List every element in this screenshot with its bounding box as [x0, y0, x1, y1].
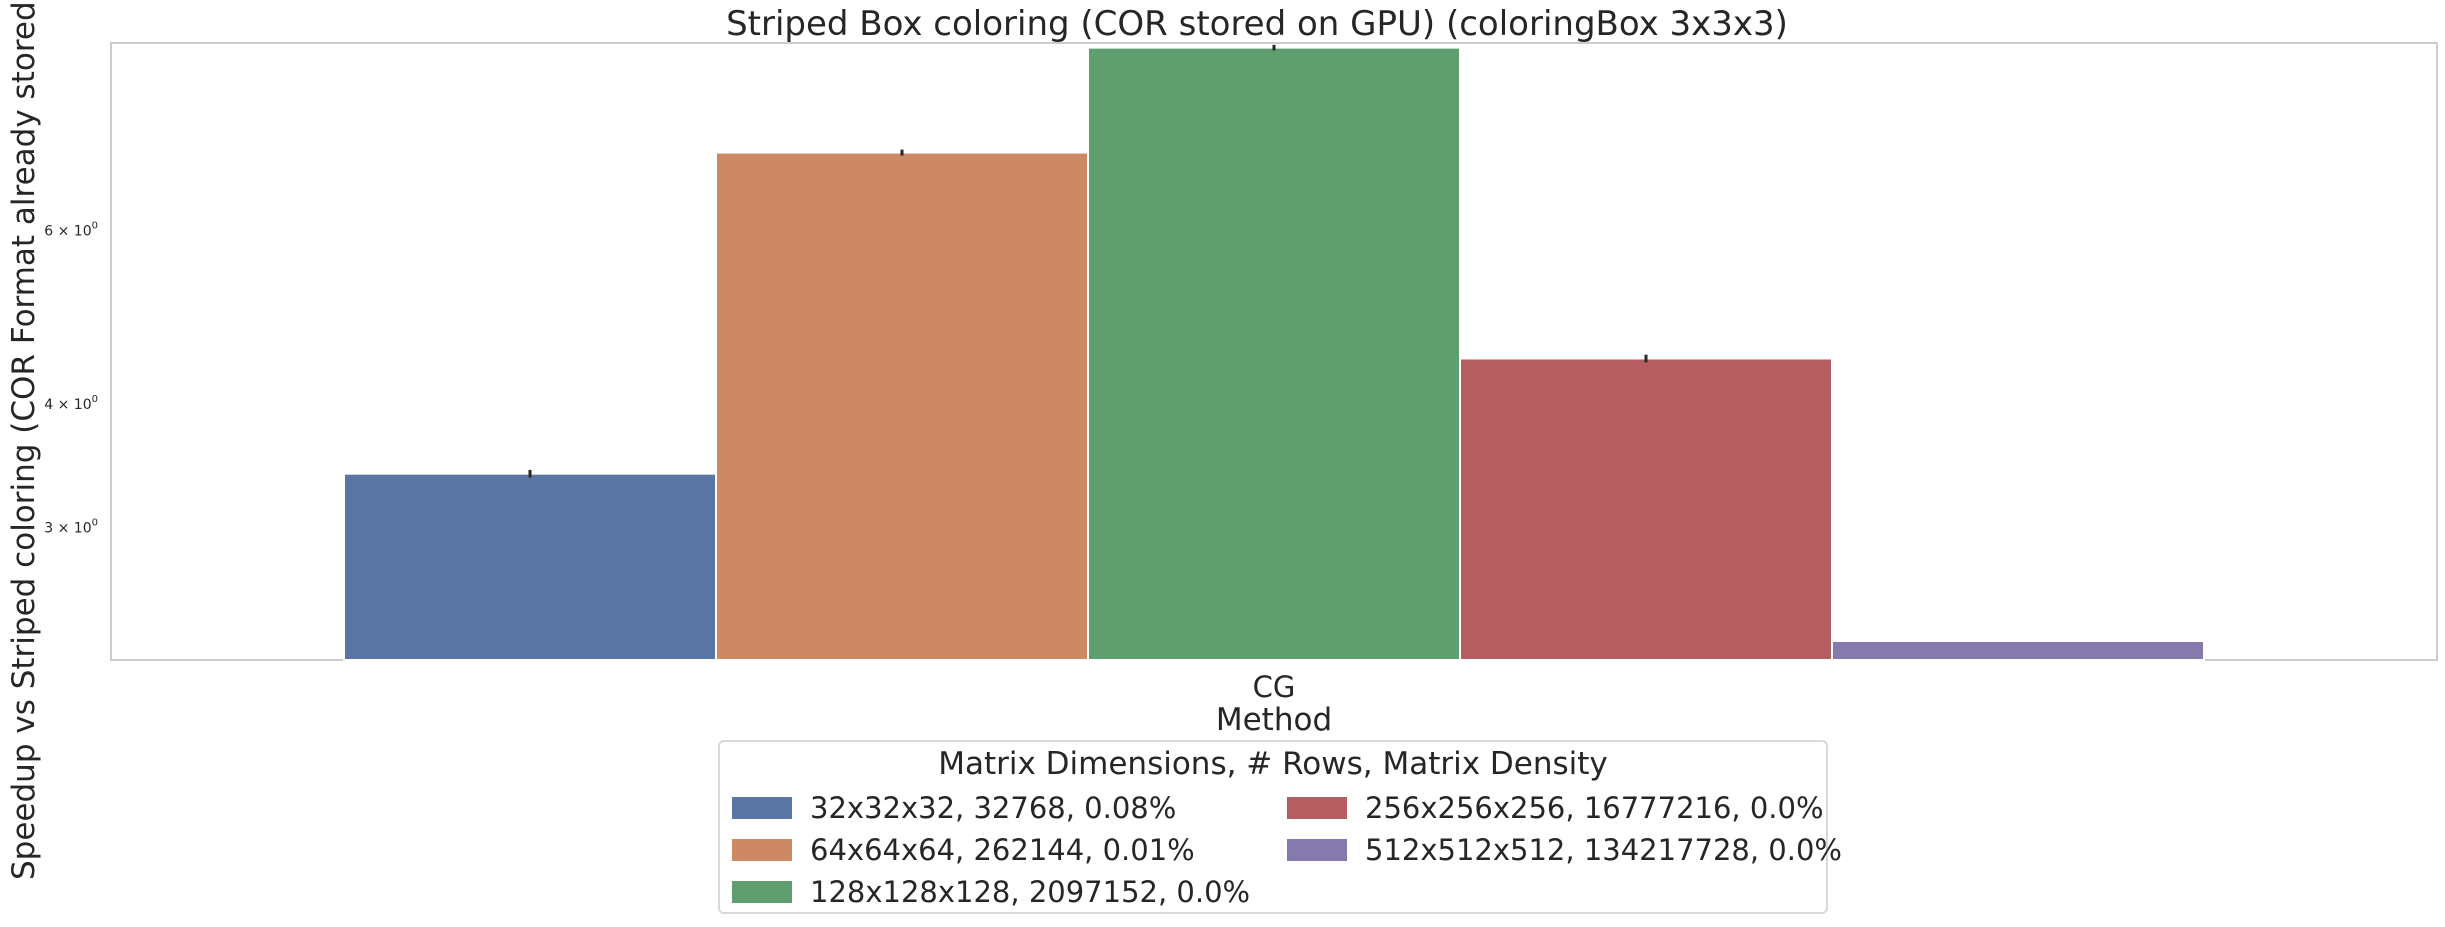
legend-swatch [1287, 797, 1347, 819]
bar-1 [343, 472, 717, 661]
bar-4 [1459, 357, 1833, 661]
y-ticks-group: 3 × 100 4 × 100 6 × 100 [44, 221, 98, 537]
legend: Matrix Dimensions, # Rows, Matrix Densit… [718, 740, 1842, 914]
legend-label: 64x64x64, 262144, 0.01% [810, 833, 1195, 867]
legend-title: Matrix Dimensions, # Rows, Matrix Densit… [938, 746, 1608, 782]
legend-label: 32x32x32, 32768, 0.08% [810, 791, 1177, 825]
legend-item-4: 256x256x256, 16777216, 0.0% [1287, 788, 1824, 828]
chart-title: Striped Box coloring (COR stored on GPU)… [726, 4, 1788, 44]
legend-label: 256x256x256, 16777216, 0.0% [1365, 791, 1824, 825]
legend-item-1: 32x32x32, 32768, 0.08% [732, 788, 1176, 828]
bar-5 [1831, 639, 2205, 662]
legend-swatch [732, 839, 792, 861]
legend-item-3: 128x128x128, 2097152, 0.0% [732, 872, 1250, 912]
y-axis-label: Speedup vs Striped coloring (COR Format … [6, 0, 42, 880]
legend-label: 512x512x512, 134217728, 0.0% [1365, 833, 1842, 867]
x-tick-label: CG [1253, 670, 1296, 704]
y-tick-label-1: 3 × 100 [44, 517, 98, 536]
legend-swatch [1287, 839, 1347, 861]
bar-2 [715, 151, 1089, 661]
bars-group [343, 44, 2205, 662]
y-tick-label-3: 6 × 100 [44, 221, 98, 240]
x-axis-label: Method [1216, 702, 1332, 738]
bar-3 [1087, 46, 1461, 661]
legend-swatch [732, 797, 792, 819]
y-tick-label-2: 4 × 100 [44, 394, 98, 413]
legend-swatch [732, 881, 792, 903]
legend-item-2: 64x64x64, 262144, 0.01% [732, 830, 1195, 870]
legend-label: 128x128x128, 2097152, 0.0% [810, 875, 1251, 909]
legend-item-5: 512x512x512, 134217728, 0.0% [1287, 830, 1842, 870]
